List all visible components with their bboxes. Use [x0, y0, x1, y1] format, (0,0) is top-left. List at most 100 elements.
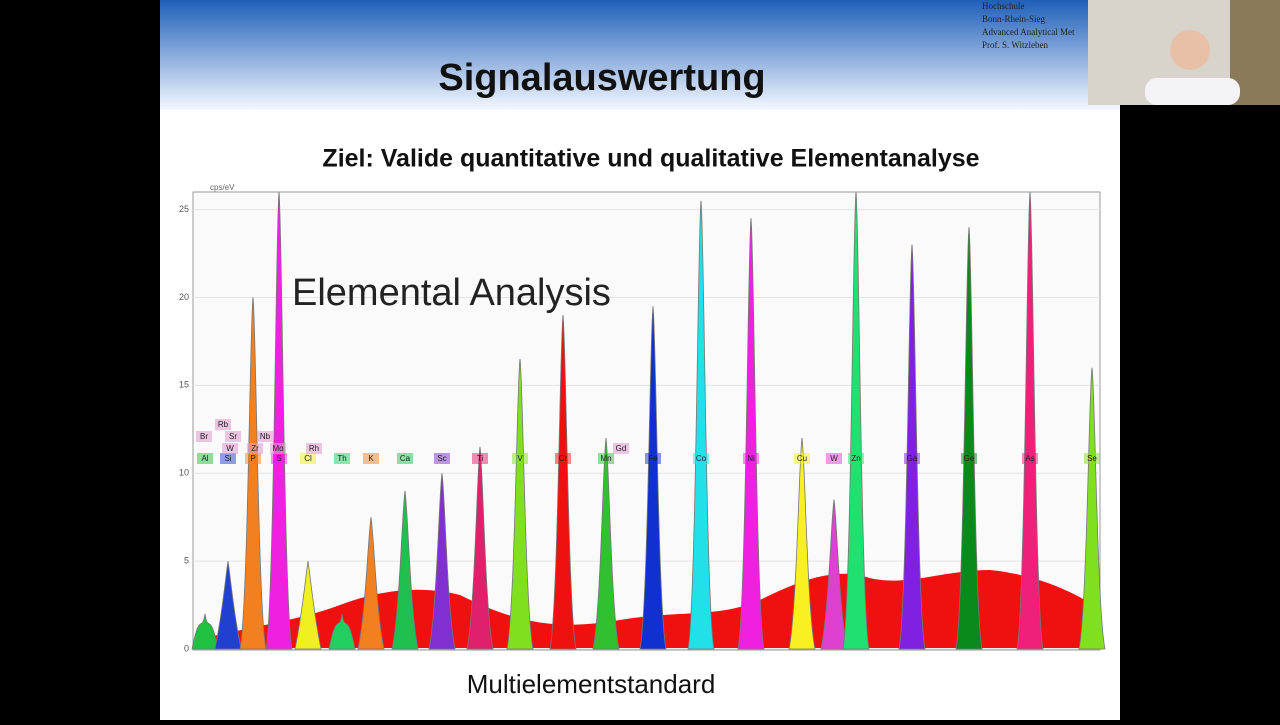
peak-label: Co [696, 454, 707, 463]
peak-label: P [250, 454, 255, 463]
peak [265, 191, 293, 650]
peak-label: Al [201, 454, 208, 463]
peak-label-box [363, 453, 379, 464]
label-box [196, 431, 212, 442]
peak-label-box [220, 453, 236, 464]
element-label: Nb [260, 432, 271, 441]
peak [820, 499, 848, 650]
peak [214, 561, 242, 650]
peak-label: K [368, 454, 374, 463]
element-label: Br [200, 432, 208, 441]
peak-label-box [904, 453, 920, 464]
peak [239, 297, 267, 650]
element-label: Rb [218, 420, 229, 429]
peak [842, 191, 870, 650]
peak-label: Se [1087, 454, 1097, 463]
element-label: Sr [229, 432, 237, 441]
peak [737, 218, 765, 650]
peak [191, 613, 219, 650]
peak-label: Ni [747, 454, 755, 463]
peak-label-box [1022, 453, 1038, 464]
peak-label: Ge [964, 454, 975, 463]
label-box [215, 419, 231, 430]
peak-label-box [645, 453, 661, 464]
element-label: Rh [309, 444, 319, 453]
background-hump [195, 570, 1100, 648]
peak-label-box [794, 453, 810, 464]
peak-label: Fe [648, 454, 658, 463]
peak [357, 517, 385, 650]
peak-label: Sc [437, 454, 446, 463]
peak [294, 561, 322, 650]
header-line: Advanced Analytical Met [982, 27, 1075, 37]
slide-subtitle: Ziel: Valide quantitative und qualitativ… [322, 145, 979, 173]
slide-title: Signalauswertung [438, 57, 765, 99]
peak [898, 244, 926, 650]
y-tick-label: 25 [179, 204, 189, 214]
peak-label: Cu [797, 454, 807, 463]
peak [328, 613, 356, 650]
peak-label: S [276, 454, 281, 463]
peak-label: Ga [907, 454, 918, 463]
peak-label-box [472, 453, 488, 464]
peak-label-box [334, 453, 350, 464]
peak-label-box [961, 453, 977, 464]
peak [466, 446, 494, 650]
element-label: Gd [616, 444, 627, 453]
peak-label: Th [337, 454, 346, 463]
peak-label: W [830, 454, 838, 463]
spectrum: 0 5 10 15 20 25 Al Si P S Cl Th K Ca Sc Ti V Cr Mn Fe Co Ni Cu… [179, 191, 1106, 653]
label-box [225, 431, 241, 442]
peak [639, 306, 667, 650]
peak-label-box [743, 453, 759, 464]
peak-label-box [848, 453, 864, 464]
header-line: Hochschule [982, 1, 1025, 11]
peak-label: As [1025, 454, 1034, 463]
peak-label: Ca [400, 454, 411, 463]
slide-header [160, 0, 1120, 110]
label-box [270, 443, 286, 454]
peak-label-box [245, 453, 261, 464]
peak-label-box [512, 453, 528, 464]
peak-label-box [300, 453, 316, 464]
peak [506, 358, 534, 650]
label-box [306, 443, 322, 454]
y-tick-label: 5 [184, 555, 189, 565]
peak [788, 438, 816, 650]
peak-label-box [555, 453, 571, 464]
y-tick-label: 10 [179, 468, 189, 478]
y-tick-label: 0 [184, 643, 189, 653]
header-line: Prof. S. Witzleben [982, 40, 1048, 50]
peak [592, 438, 620, 650]
peak-label-box [693, 453, 709, 464]
peak [428, 473, 456, 650]
peak [1078, 367, 1106, 650]
peak-label-box [434, 453, 450, 464]
peak-label: Si [224, 454, 231, 463]
peak [549, 314, 577, 650]
peak-label: V [517, 454, 523, 463]
peak-label: Cl [304, 454, 312, 463]
peak [955, 227, 983, 650]
header-line: Bonn-Rhein-Sieg [982, 14, 1045, 24]
peak-label-box [397, 453, 413, 464]
peak [391, 490, 419, 650]
element-label: Zr [251, 444, 259, 453]
label-box [613, 443, 629, 454]
y-tick-label: 20 [179, 292, 189, 302]
y-unit: cps/eV [210, 183, 235, 192]
peak-label-box [826, 453, 842, 464]
webcam [1088, 0, 1280, 105]
label-box [222, 443, 238, 454]
element-label: W [226, 444, 234, 453]
label-box [257, 431, 273, 442]
chart-title: Elemental Analysis [292, 272, 611, 314]
peak-label-box [197, 453, 213, 464]
peak-label: Cr [559, 454, 568, 463]
peak [687, 200, 715, 650]
peak [1016, 191, 1044, 650]
label-box [247, 443, 263, 454]
peak-label-box [271, 453, 287, 464]
y-tick-label: 15 [179, 380, 189, 390]
